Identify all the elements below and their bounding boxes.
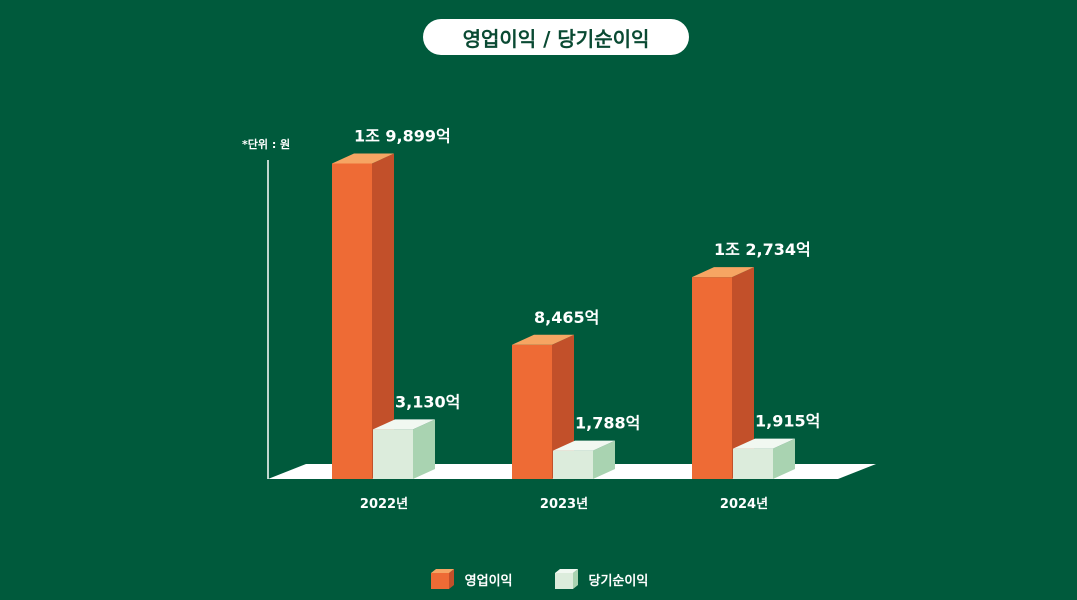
legend-swatch-net <box>554 569 578 589</box>
chart-title: 영업이익 / 당기순이익 <box>423 19 689 55</box>
bar-net-1 <box>553 440 615 479</box>
legend-swatch-operating <box>430 569 454 589</box>
data-label-net-0: 3,130억 <box>395 392 460 411</box>
bar-net-2 <box>733 438 795 479</box>
legend-item-net: 당기순이익 <box>553 567 649 591</box>
bar-net-0 <box>373 419 435 479</box>
x-tick-label-0: 2022년 <box>360 497 408 512</box>
x-tick-label-2: 2024년 <box>720 497 768 512</box>
data-label-net-1: 1,788억 <box>575 414 640 433</box>
bars-group: 1조 9,899억 3,130억 2022년 8,465억 1,788억 2023년 1조 … <box>332 127 820 512</box>
bar-operating-1 <box>512 334 574 479</box>
legend-label-net: 당기순이익 <box>588 573 649 589</box>
x-tick-label-1: 2023년 <box>540 497 588 512</box>
bar-operating-0 <box>332 153 394 479</box>
bar-chart: 1조 9,899억 3,130억 2022년 8,465억 1,788억 2023년 1조 … <box>267 127 876 512</box>
legend: 영업이익 당기순이익 <box>0 566 1077 592</box>
unit-note: *단위 : 원 <box>242 138 291 151</box>
legend-label-operating: 영업이익 <box>464 573 513 589</box>
data-label-operating-2: 1조 2,734억 <box>714 240 811 259</box>
data-label-operating-0: 1조 9,899억 <box>354 127 451 146</box>
bar-operating-2 <box>692 267 754 479</box>
legend-item-operating: 영업이익 <box>429 567 513 591</box>
data-label-operating-1: 8,465억 <box>534 308 599 327</box>
data-label-net-2: 1,915억 <box>755 412 820 431</box>
